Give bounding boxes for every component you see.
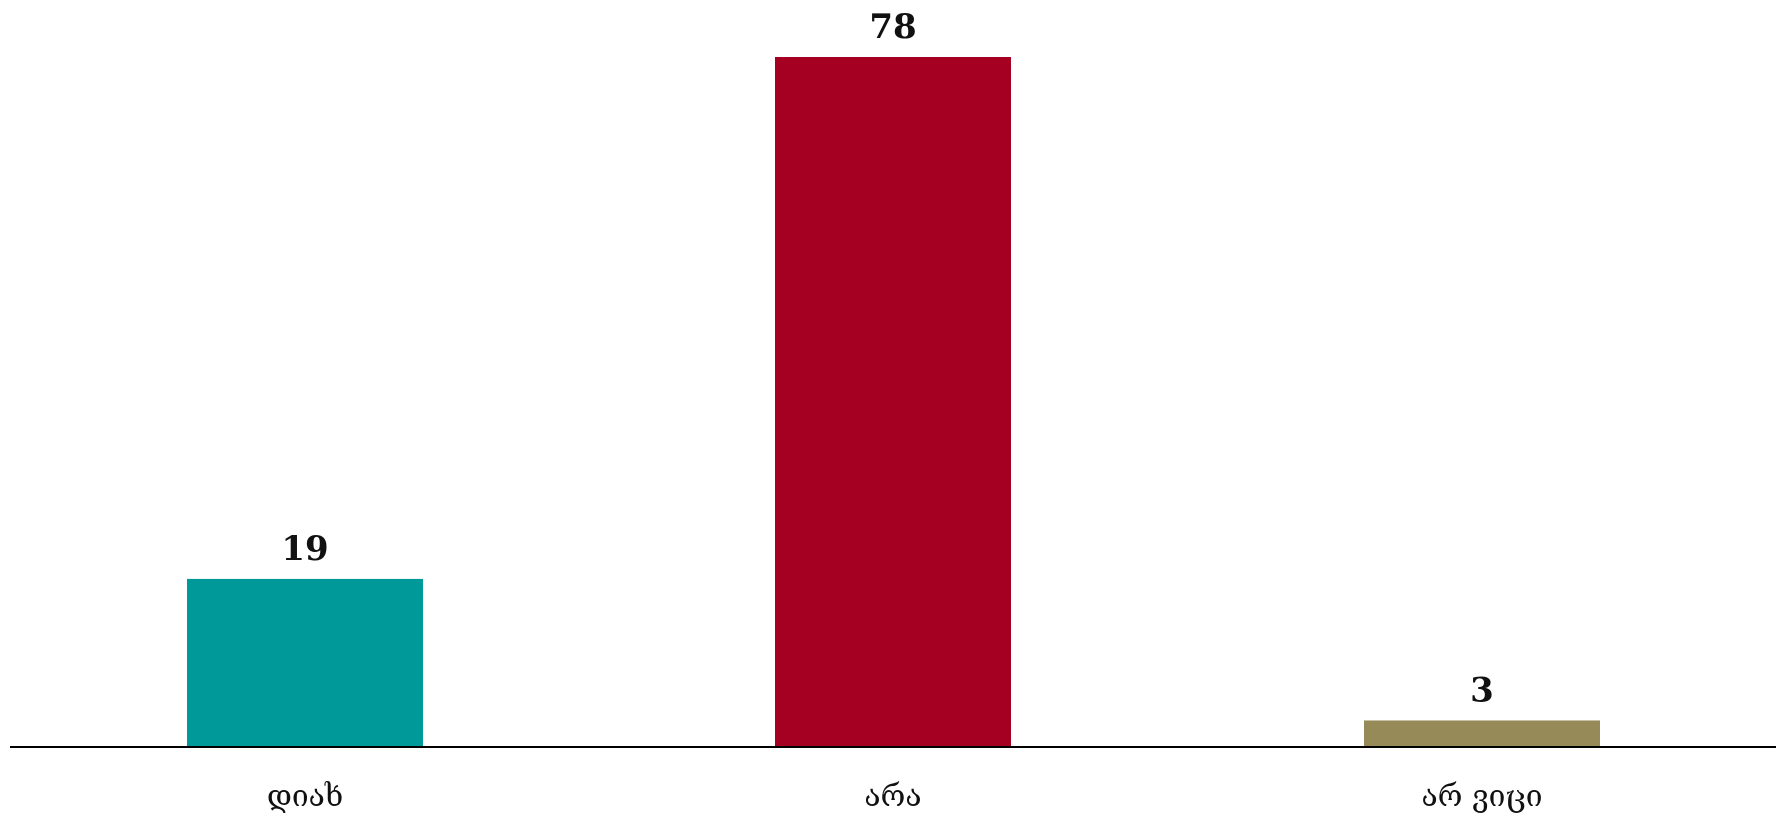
data-label-3: 3 [1470,670,1494,710]
bar-2 [775,57,1011,747]
category-label-2: არა [864,779,921,814]
category-label-3: არ ვიცი [1421,779,1542,814]
bar-1 [187,578,423,747]
data-label-2: 78 [869,7,916,47]
bar-3 [1364,720,1600,747]
category-label-1: დიახ [267,779,343,814]
data-label-1: 19 [281,529,328,569]
bars-group [187,57,1600,747]
category-labels-group: დიახ არა არ ვიცი [267,779,1543,814]
data-labels-group: 19 78 3 [281,7,1494,710]
